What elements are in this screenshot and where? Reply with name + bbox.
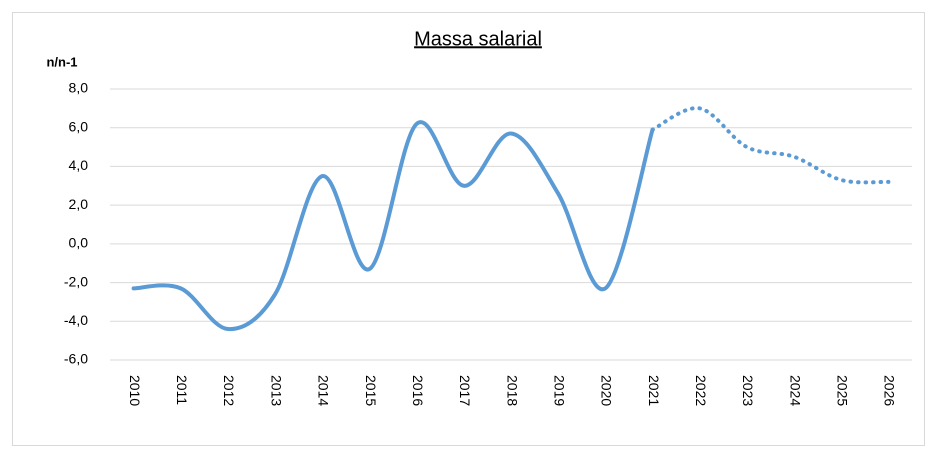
x-tick-label: 2015 xyxy=(363,375,379,406)
x-tick-label: 2023 xyxy=(740,375,756,406)
x-tick-label: 2022 xyxy=(693,375,709,406)
x-tick-label: 2017 xyxy=(457,375,473,406)
y-tick-label: 2,0 xyxy=(69,196,89,212)
line-series xyxy=(131,120,655,332)
x-tick-label: 2025 xyxy=(835,375,851,406)
x-tick-label: 2012 xyxy=(221,375,237,406)
y-tick-label: 8,0 xyxy=(69,80,89,96)
x-tick-label: 2016 xyxy=(410,375,426,406)
x-tick-label: 2021 xyxy=(646,375,662,406)
y-axis-label: n/n-1 xyxy=(46,54,77,69)
y-tick-label: -4,0 xyxy=(64,312,88,328)
y-tick-label: 4,0 xyxy=(69,157,89,173)
x-tick-label: 2020 xyxy=(599,375,615,406)
chart-title: Massa salarial xyxy=(414,28,542,50)
x-tick-label: 2024 xyxy=(787,375,803,406)
x-tick-label: 2018 xyxy=(504,375,520,406)
y-tick-label: -6,0 xyxy=(64,351,88,367)
x-tick-label: 2011 xyxy=(174,375,190,405)
line-series xyxy=(650,106,891,185)
chart-frame xyxy=(12,12,925,446)
y-tick-label: 0,0 xyxy=(69,235,89,251)
x-tick-label: 2013 xyxy=(268,375,284,406)
y-tick-label: -2,0 xyxy=(64,273,88,289)
x-tick-label: 2010 xyxy=(127,375,143,406)
x-tick-label: 2026 xyxy=(882,375,898,406)
x-tick-label: 2019 xyxy=(551,375,567,406)
x-tick-label: 2014 xyxy=(316,375,332,406)
y-tick-label: 6,0 xyxy=(69,118,89,134)
